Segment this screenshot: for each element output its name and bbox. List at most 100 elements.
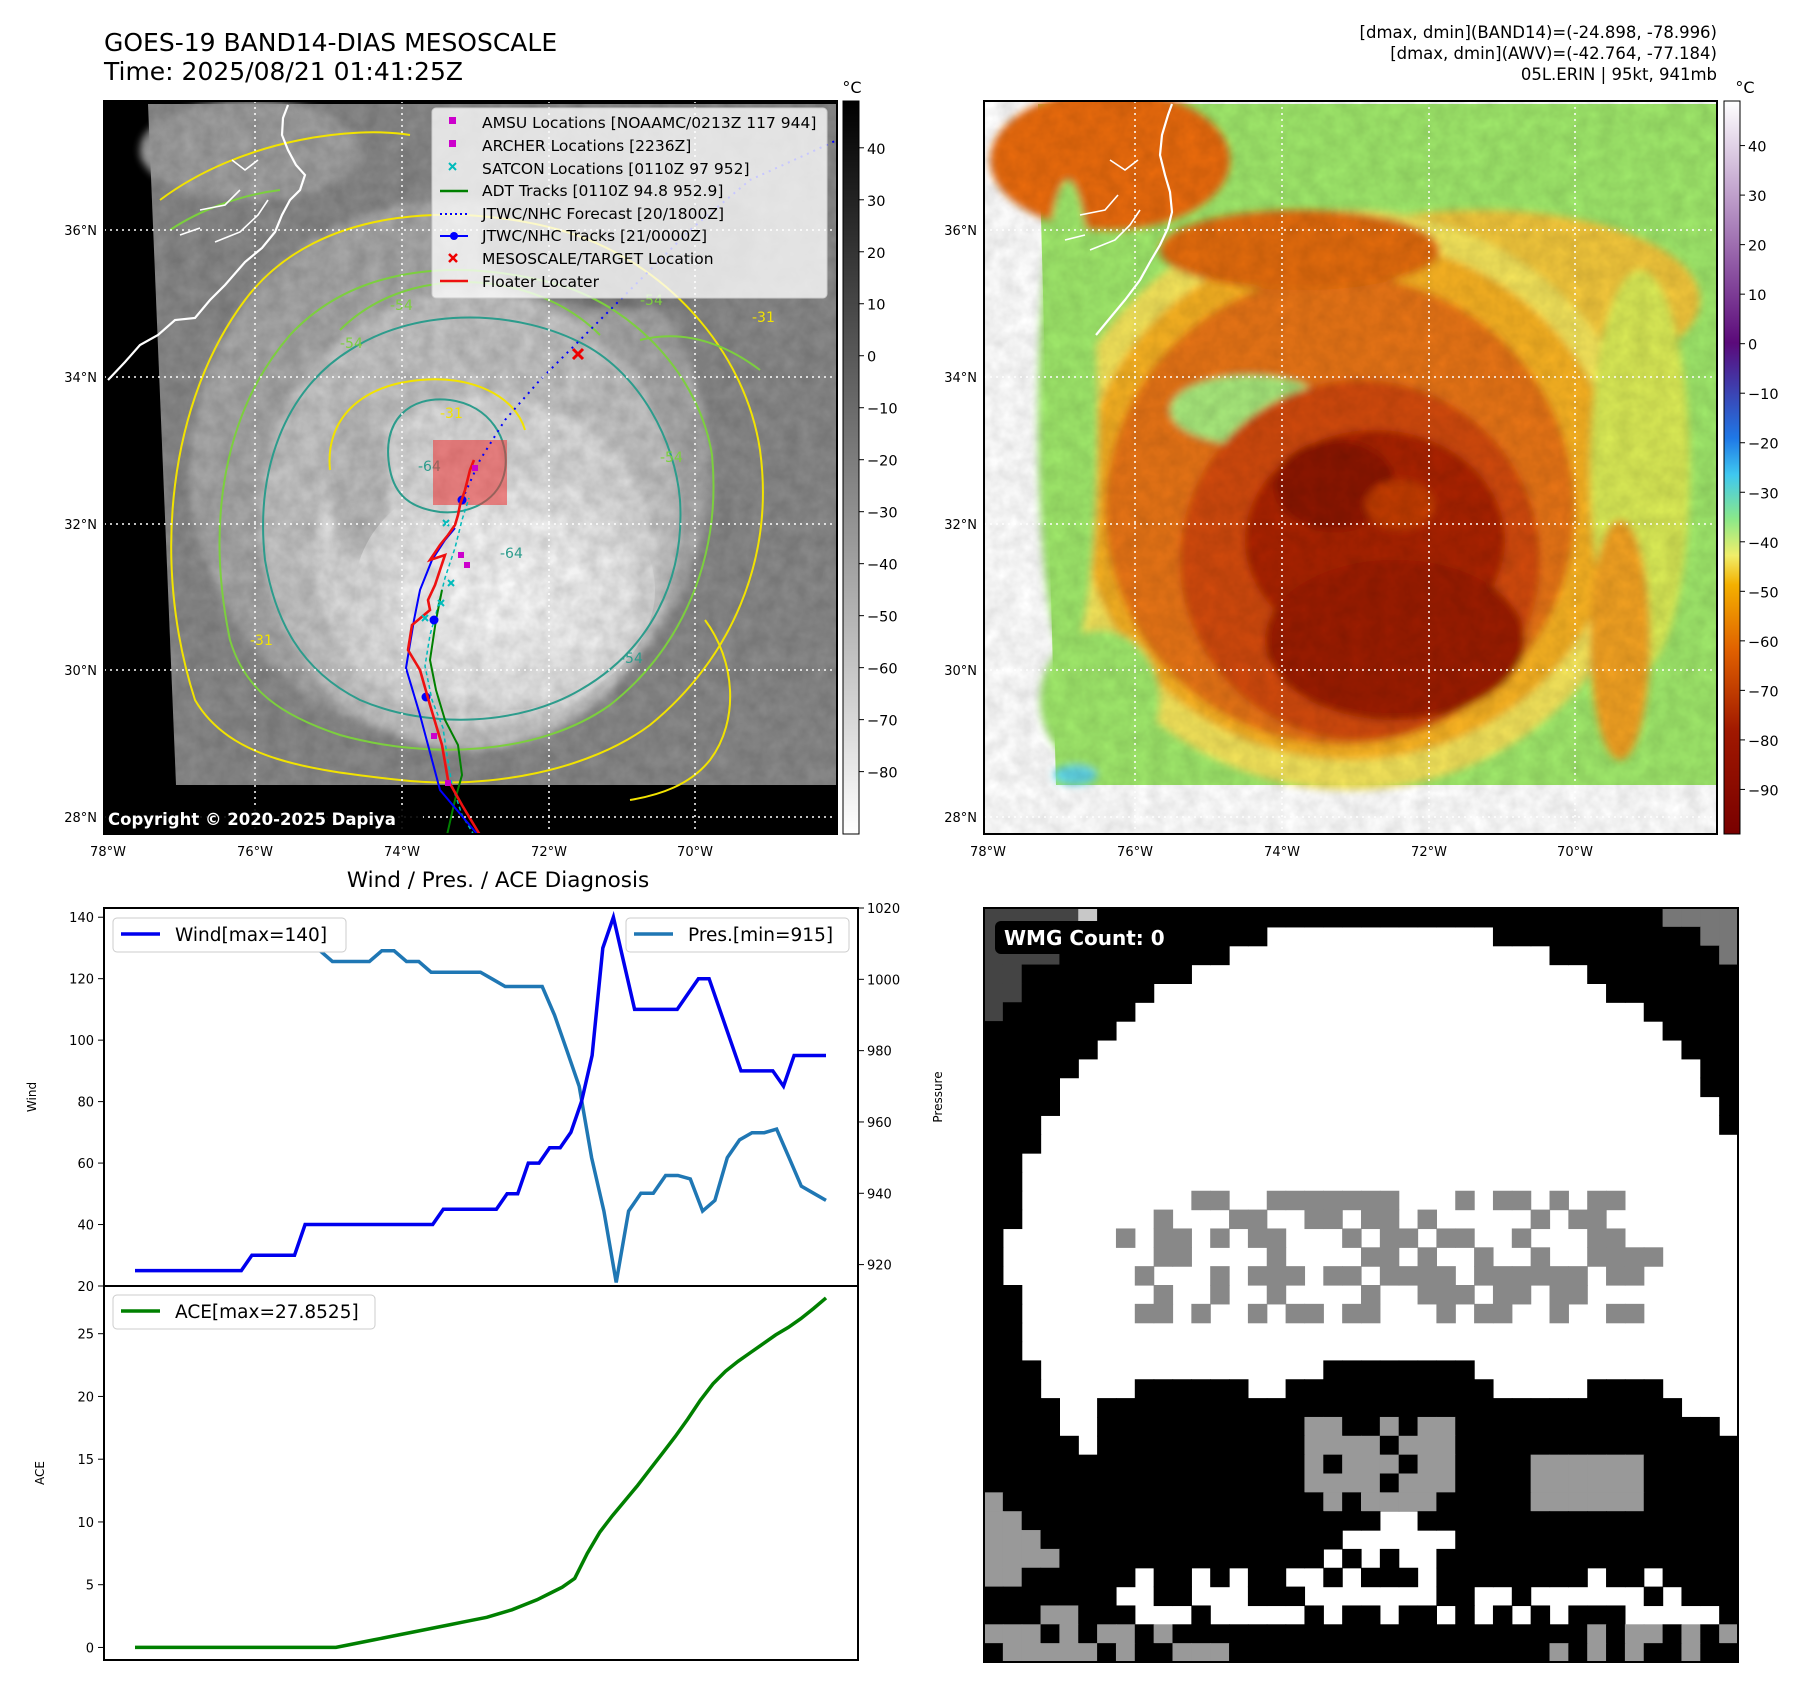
ace-tick-label: 25 xyxy=(77,1328,94,1343)
wmg-cell xyxy=(1455,1473,1475,1493)
wmg-cell xyxy=(1719,1454,1739,1475)
wmg-cell xyxy=(1304,1435,1324,1456)
wmg-cell xyxy=(1115,1398,1136,1418)
map-legend: AMSU Locations [NOAAMC/0213Z 117 944] AR… xyxy=(431,107,828,299)
wmg-cell xyxy=(1285,1586,1306,1607)
wmg-cell xyxy=(1417,1416,1437,1437)
wmg-cell xyxy=(1342,1605,1362,1625)
wmg-cell xyxy=(1474,1247,1494,1267)
wmg-cell xyxy=(1229,1435,1249,1456)
wmg-cell xyxy=(1417,1624,1437,1644)
wmg-cell xyxy=(984,1435,1004,1456)
wmg-cell xyxy=(1492,1530,1513,1550)
wmg-cell xyxy=(1247,1266,1268,1286)
wmg-cell xyxy=(1040,1077,1060,1098)
wmg-cell xyxy=(1134,1398,1155,1418)
wmg-cell xyxy=(1172,1511,1192,1531)
wmg-cell xyxy=(1210,1228,1230,1248)
wmg-cell xyxy=(1247,1530,1268,1550)
contour-54-outer xyxy=(218,269,715,751)
wmg-cell xyxy=(1002,983,1023,1003)
wmg-cell xyxy=(1587,1190,1607,1211)
wmg-cell xyxy=(1266,1285,1287,1305)
wmg-cell xyxy=(1568,1473,1588,1493)
color-gridlines xyxy=(984,101,1717,834)
wmg-cell xyxy=(1021,1039,1042,1060)
wmg-cell xyxy=(1097,1511,1117,1531)
wmg-cell xyxy=(1078,1002,1098,1022)
wmg-cell xyxy=(1643,1511,1664,1531)
contour-31-north xyxy=(159,131,411,201)
wmg-cell xyxy=(1662,1416,1683,1437)
colorbar-tick-label: −70 xyxy=(1748,684,1779,700)
wmg-cell xyxy=(1700,1511,1720,1531)
wmg-cell xyxy=(1210,1435,1230,1456)
wmg-cell xyxy=(1172,1548,1192,1569)
wmg-cell xyxy=(1417,1492,1437,1512)
wmg-cell xyxy=(1342,1266,1362,1286)
wind-tick-label: 20 xyxy=(77,1280,94,1295)
wmg-cell xyxy=(1587,1209,1607,1230)
wmg-cell xyxy=(1568,1624,1588,1644)
wmg-cell xyxy=(1361,1360,1381,1380)
wmg-cell xyxy=(1210,1624,1230,1644)
ace-tick-label: 10 xyxy=(77,1516,94,1531)
wmg-cell xyxy=(1492,1567,1513,1588)
wmg-cell xyxy=(1511,1530,1532,1550)
wmg-cell xyxy=(1606,1454,1626,1475)
wmg-cell xyxy=(1587,945,1607,966)
wmg-cell xyxy=(1719,1077,1739,1098)
wind-tick-label: 80 xyxy=(77,1096,94,1111)
pressure-tick-label: 980 xyxy=(867,1045,892,1060)
legend-floater: Floater Locater xyxy=(482,273,600,291)
colorbar-tick-label: −40 xyxy=(867,558,898,574)
coastline-color xyxy=(1095,103,1174,336)
colorbar-tick-label: 0 xyxy=(867,350,876,366)
wmg-cell xyxy=(1002,1548,1023,1569)
wmg-cell xyxy=(1059,1039,1079,1060)
wmg-cell xyxy=(1436,1567,1456,1588)
contour-54-nw xyxy=(169,189,281,231)
wmg-cell xyxy=(984,1021,1004,1041)
wmg-cell xyxy=(984,1190,1004,1211)
wmg-cell xyxy=(1247,1473,1268,1493)
wmg-cell xyxy=(1719,1567,1739,1588)
wmg-cell xyxy=(1530,1624,1551,1644)
wmg-cell xyxy=(1172,945,1192,966)
wmg-cell xyxy=(1304,1454,1324,1475)
wmg-cell xyxy=(1021,1115,1042,1135)
pressure-tick-label: 960 xyxy=(867,1116,892,1131)
wmg-cell xyxy=(1210,1266,1230,1286)
wmg-cell xyxy=(1115,1416,1136,1437)
wmg-cell xyxy=(984,1548,1004,1569)
wmg-cell xyxy=(1361,1209,1381,1230)
wmg-cell xyxy=(1700,1039,1720,1060)
wmg-cell xyxy=(1606,1624,1626,1644)
wmg-cell xyxy=(1662,1530,1683,1550)
gray-colorbar-unit: °C xyxy=(842,78,861,97)
wmg-cell xyxy=(1078,1039,1098,1060)
wmg-cell xyxy=(1662,1567,1683,1588)
gray-map-frame xyxy=(103,100,838,835)
wmg-cell xyxy=(1492,1190,1513,1211)
wmg-cell xyxy=(1436,1398,1456,1418)
wmg-cell xyxy=(1700,1077,1720,1098)
lat-label: 34°N xyxy=(944,371,977,386)
wmg-cell xyxy=(1059,1511,1079,1531)
adt-track xyxy=(428,589,464,834)
wmg-cell xyxy=(1700,1435,1720,1456)
wmg-cell xyxy=(1078,1567,1098,1588)
wmg-cell xyxy=(1606,964,1626,984)
legend-mesoscale: MESOSCALE/TARGET Location xyxy=(482,250,714,268)
wmg-cell xyxy=(1624,1303,1645,1324)
wmg-cell xyxy=(1172,1586,1192,1607)
wmg-cell xyxy=(1549,1567,1569,1588)
wmg-cell xyxy=(1210,1285,1230,1305)
wmg-cell xyxy=(1266,1190,1287,1211)
wmg-cell xyxy=(1002,1303,1023,1324)
wmg-cell xyxy=(984,1247,1004,1267)
wmg-cell xyxy=(1210,1473,1230,1493)
wmg-cell xyxy=(1398,1360,1419,1380)
wmg-cell xyxy=(1115,1435,1136,1456)
wmg-cell xyxy=(1247,1416,1268,1437)
